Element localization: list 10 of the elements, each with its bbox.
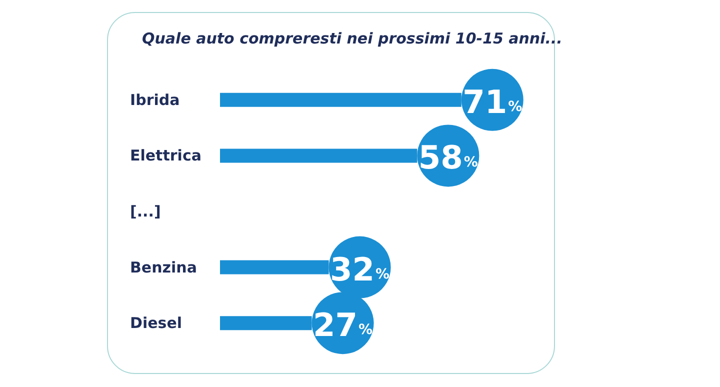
data-label: 32% <box>330 250 390 288</box>
chart-title: Quale auto compreresti nei prossimi 10-15 anni... <box>142 30 562 48</box>
y-tick-label: [...] <box>130 202 161 220</box>
y-tick-label: Diesel <box>130 314 182 332</box>
y-tick-label: Ibrida <box>130 90 180 109</box>
data-label: 71% <box>462 82 522 121</box>
y-tick-label: Benzina <box>130 258 197 276</box>
data-label: 27% <box>313 306 373 344</box>
data-label: 58% <box>418 138 478 177</box>
y-tick-label: Elettrica <box>130 146 202 165</box>
